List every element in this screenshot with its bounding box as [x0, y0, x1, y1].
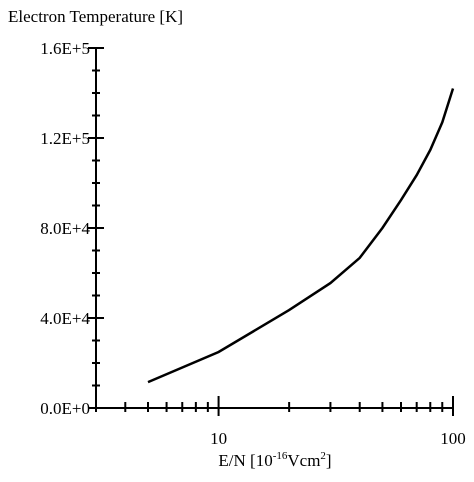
x-label-part: ] [326, 451, 332, 470]
data-line [147, 88, 455, 384]
x-tick-label: 10 [210, 429, 227, 448]
y-tick-label: 8.0E+4 [40, 219, 90, 238]
x-label-sup: 2 [320, 450, 326, 462]
chart-title: Electron Temperature [K] [8, 7, 183, 26]
y-tick-label: 1.2E+5 [40, 129, 90, 148]
x-label-part: Vcm [287, 451, 320, 470]
y-tick-label: 1.6E+5 [40, 39, 90, 58]
y-tick-label: 0.0E+0 [40, 399, 90, 418]
x-label-sup: -16 [273, 450, 288, 462]
y-tick-label: 4.0E+4 [40, 309, 90, 328]
x-tick-label: 100 [440, 429, 466, 448]
x-label-part: E/N [10 [218, 451, 272, 470]
x-axis-label: E/N [10-16Vcm2] [218, 450, 331, 470]
